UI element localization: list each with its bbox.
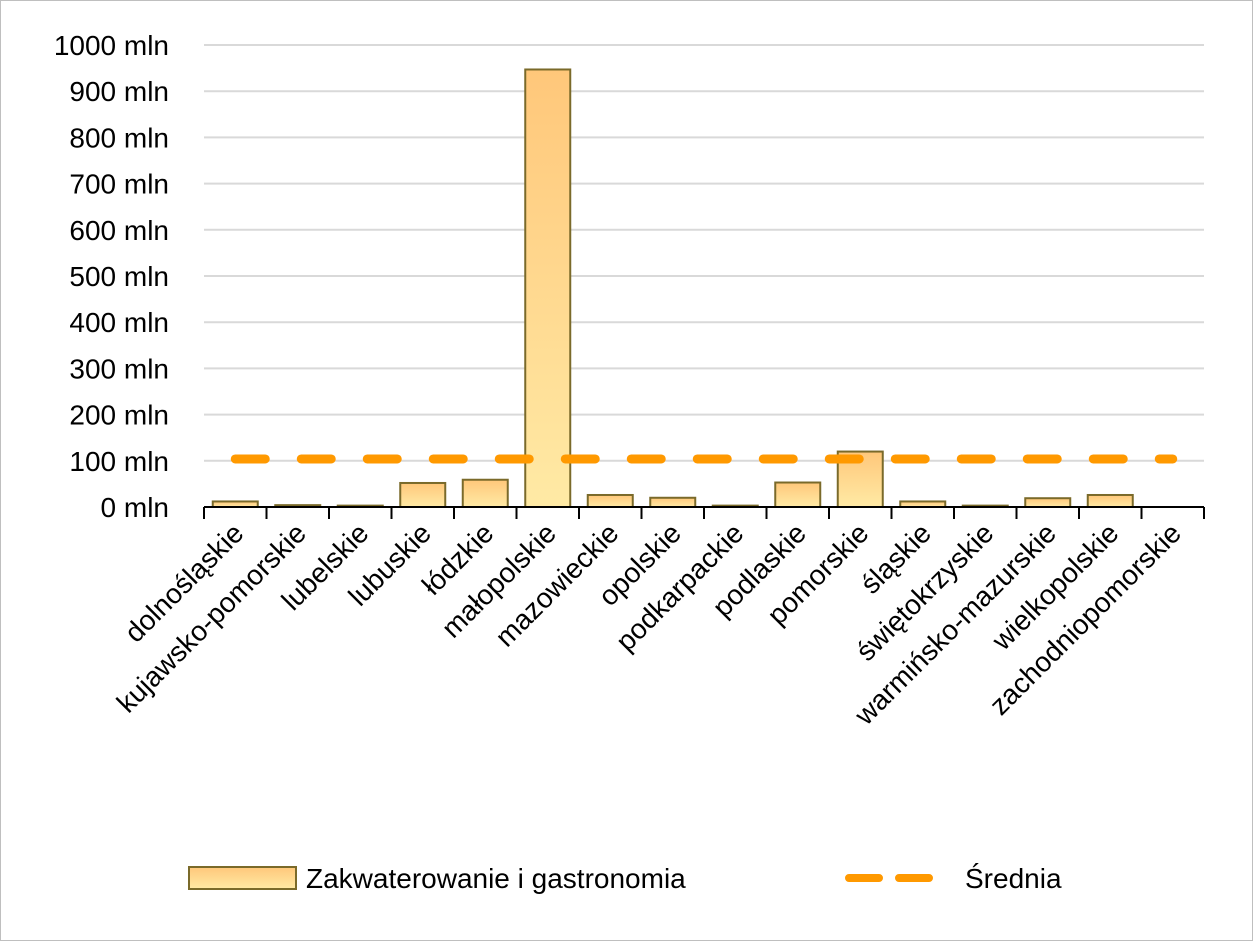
y-tick-label: 100 mln	[69, 446, 169, 477]
y-tick-label: 1000 mln	[54, 30, 169, 61]
bars	[211, 68, 1134, 509]
y-tick-label: 200 mln	[69, 400, 169, 431]
legend: Zakwaterowanie i gastronomia Średnia	[188, 862, 1062, 894]
bar	[586, 493, 634, 509]
y-tick-label: 800 mln	[69, 122, 169, 153]
y-tick-label: 400 mln	[69, 307, 169, 338]
bar	[1086, 493, 1134, 509]
bar	[399, 481, 447, 509]
y-tick-label: 600 mln	[69, 215, 169, 246]
bar	[461, 478, 509, 509]
x-axis	[203, 506, 1205, 519]
y-axis-tick-labels: 0 mln 100 mln 200 mln 300 mln 400 mln 500 mln…	[54, 30, 169, 523]
legend-label-average: Średnia	[965, 862, 1062, 894]
bar	[649, 496, 697, 509]
grid-lines	[204, 44, 1204, 462]
y-tick-label: 900 mln	[69, 76, 169, 107]
y-tick-label: 700 mln	[69, 169, 169, 200]
legend-label-bars: Zakwaterowanie i gastronomia	[306, 863, 686, 894]
bar	[524, 68, 572, 509]
bar	[1024, 497, 1072, 508]
legend-swatch-bars	[188, 866, 297, 890]
y-tick-label: 300 mln	[69, 353, 169, 384]
y-tick-label: 500 mln	[69, 261, 169, 292]
y-tick-label: 0 mln	[101, 492, 169, 523]
x-axis-category-labels: dolnośląskiekujawsko-pomorskielubelskiel…	[111, 517, 1187, 731]
bar	[774, 481, 822, 509]
